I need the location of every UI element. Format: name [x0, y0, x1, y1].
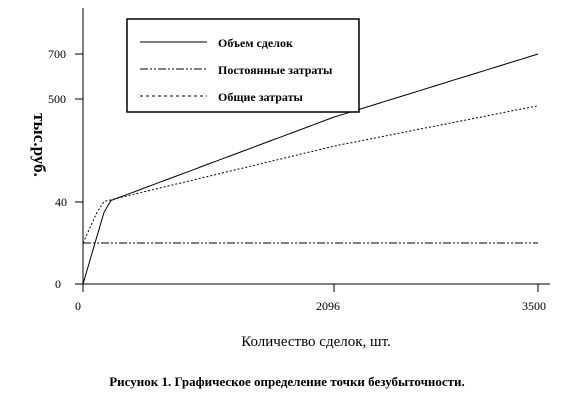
series-total-costs-line — [82, 105, 539, 244]
y-tick-label-700: 700 — [48, 47, 66, 61]
legend-label-total-costs: Общие затраты — [218, 90, 304, 104]
x-axis-label: Количество сделок, шт. — [241, 334, 391, 350]
figure-caption: Рисунок 1. Графическое определение точки… — [109, 374, 465, 389]
x-tick-label-3500: 3500 — [522, 299, 546, 313]
legend: Объем сделок Постоянные затраты Общие за… — [126, 18, 360, 113]
x-tick-label-2096: 2096 — [316, 299, 340, 313]
y-tick-label-500: 500 — [48, 92, 66, 106]
y-tick-label-0: 0 — [55, 277, 61, 291]
y-tick-label-40: 40 — [55, 195, 67, 209]
legend-label-volume: Объем сделок — [218, 36, 293, 50]
x-ticks: 0 2096 3500 — [75, 284, 546, 313]
y-ticks: 0 40 500 700 — [48, 47, 83, 291]
series-layer — [82, 53, 539, 285]
legend-label-fixed-costs: Постоянные затраты — [218, 63, 333, 77]
x-tick-label-0: 0 — [75, 299, 81, 313]
y-axis-label: тыс.руб. — [30, 113, 49, 177]
series-volume-line — [82, 53, 539, 285]
